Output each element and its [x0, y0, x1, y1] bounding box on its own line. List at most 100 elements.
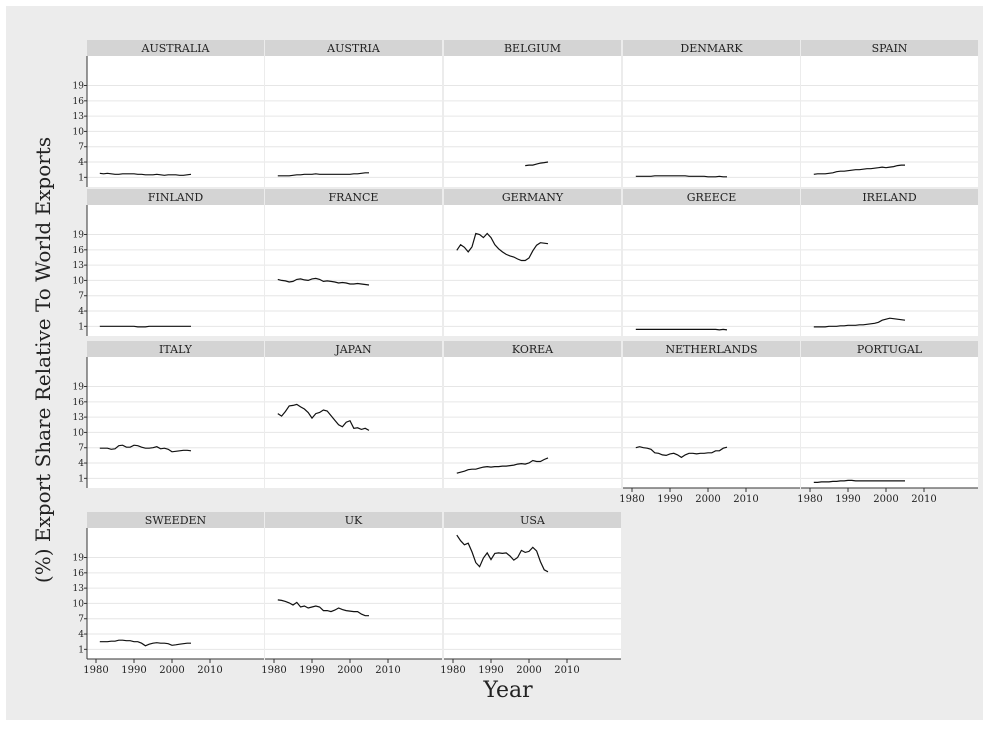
x-tick-label: 2000 — [337, 665, 362, 676]
panel-header-australia — [87, 40, 264, 56]
panel-plot-australia — [87, 56, 264, 187]
y-tick-label: 1 — [78, 474, 84, 484]
series-line-japan — [277, 403, 370, 431]
x-tick-label: 2000 — [516, 665, 541, 676]
panel-title-belgium: BELGIUM — [504, 42, 561, 55]
y-tick-label: 19 — [73, 231, 85, 241]
panel-title-netherlands: NETHERLANDS — [665, 343, 757, 356]
y-tick-label: 4 — [78, 307, 84, 317]
series-line-sweeden — [99, 639, 191, 647]
panel-plot-sweeden — [87, 528, 264, 659]
panel-title-greece: GREECE — [687, 191, 737, 204]
series-line-uk — [277, 599, 369, 617]
panel-title-portugal: PORTUGAL — [857, 343, 923, 356]
x-tick-label: 1980 — [83, 665, 108, 676]
panel-header-denmark — [623, 40, 800, 56]
y-tick-label: 10 — [73, 428, 85, 438]
y-tick-label: 13 — [73, 112, 85, 122]
panel-title-austria: AUSTRIA — [326, 42, 381, 55]
panel-plot-finland — [87, 205, 264, 336]
panel-header-france — [265, 189, 442, 205]
series-line-usa — [456, 534, 549, 573]
series-line-belgium — [525, 161, 549, 167]
y-tick-label: 16 — [73, 246, 85, 256]
panel-header-japan — [265, 341, 442, 357]
y-tick-label: 10 — [73, 276, 85, 286]
panel-plot-greece — [623, 205, 800, 336]
panel-header-spain — [801, 40, 978, 56]
panels-group: AUSTRALIA 1 4 7 10 13 16 19 AUSTRIA BELGIUM DENMAR… — [73, 40, 978, 676]
panel-header-usa — [444, 512, 621, 528]
panel-header-italy — [87, 341, 264, 357]
y-axis-label: (%) Export Share Relative To World Expor… — [31, 137, 55, 583]
panel-plot-korea — [444, 357, 621, 488]
series-line-denmark — [635, 175, 727, 178]
panel-title-france: FRANCE — [329, 191, 379, 204]
panel-plot-uk — [265, 528, 442, 659]
panel-plot-ireland — [801, 205, 978, 336]
panel-plot-portugal — [801, 357, 978, 488]
panel-title-spain: SPAIN — [872, 42, 908, 55]
x-tick-label: 2010 — [375, 665, 400, 676]
y-tick-label: 7 — [78, 444, 84, 454]
x-tick-label: 1980 — [440, 665, 465, 676]
y-tick-label: 4 — [78, 630, 84, 640]
panel-title-denmark: DENMARK — [680, 42, 743, 55]
panel-header-germany — [444, 189, 621, 205]
panel-header-uk — [265, 512, 442, 528]
panel-title-korea: KOREA — [512, 343, 554, 356]
y-tick-label: 16 — [73, 97, 85, 107]
x-tick-label: 2010 — [197, 665, 222, 676]
x-tick-label: 2010 — [911, 494, 936, 505]
panel-plot-netherlands — [623, 357, 800, 488]
panel-header-belgium — [444, 40, 621, 56]
y-tick-label: 1 — [78, 173, 84, 183]
x-tick-label: 1990 — [299, 665, 324, 676]
panel-plot-germany — [444, 205, 621, 336]
series-line-italy — [99, 444, 192, 453]
panel-header-korea — [444, 341, 621, 357]
panel-header-finland — [87, 189, 264, 205]
series-line-australia — [99, 172, 192, 176]
x-tick-label: 2000 — [159, 665, 184, 676]
y-tick-label: 1 — [78, 645, 84, 655]
y-tick-label: 19 — [73, 383, 85, 393]
panel-header-ireland — [801, 189, 978, 205]
y-tick-label: 4 — [78, 459, 84, 469]
series-line-spain — [813, 164, 905, 175]
y-tick-label: 10 — [73, 127, 85, 137]
y-tick-label: 13 — [73, 261, 85, 271]
series-line-germany — [456, 232, 549, 262]
panel-header-sweeden — [87, 512, 264, 528]
x-tick-label: 1990 — [835, 494, 860, 505]
panel-title-ireland: IRELAND — [862, 191, 917, 204]
x-tick-label: 1990 — [657, 494, 682, 505]
x-axis-label: Year — [482, 678, 533, 703]
x-tick-label: 2010 — [733, 494, 758, 505]
panel-title-uk: UK — [345, 514, 363, 527]
y-tick-label: 7 — [78, 615, 84, 625]
y-tick-label: 7 — [78, 292, 84, 302]
series-line-finland — [99, 325, 191, 328]
x-tick-label: 1980 — [797, 494, 822, 505]
panel-plot-denmark — [623, 56, 800, 187]
x-tick-label: 1990 — [121, 665, 146, 676]
y-tick-label: 16 — [73, 569, 85, 579]
x-tick-label: 1990 — [478, 665, 503, 676]
y-tick-label: 10 — [73, 599, 85, 609]
x-tick-label: 2010 — [554, 665, 579, 676]
panel-plot-italy — [87, 357, 264, 488]
panel-title-australia: AUSTRALIA — [141, 42, 211, 55]
panel-plot-japan — [265, 357, 442, 488]
panel-plot-usa — [444, 528, 621, 659]
y-tick-label: 19 — [73, 82, 85, 92]
y-tick-label: 19 — [73, 554, 85, 564]
y-tick-label: 7 — [78, 143, 84, 153]
x-tick-label: 1980 — [619, 494, 644, 505]
series-line-austria — [277, 172, 369, 177]
series-line-portugal — [813, 479, 905, 483]
x-tick-label: 2000 — [695, 494, 720, 505]
panel-title-usa: USA — [520, 514, 546, 527]
series-line-ireland — [813, 317, 906, 328]
